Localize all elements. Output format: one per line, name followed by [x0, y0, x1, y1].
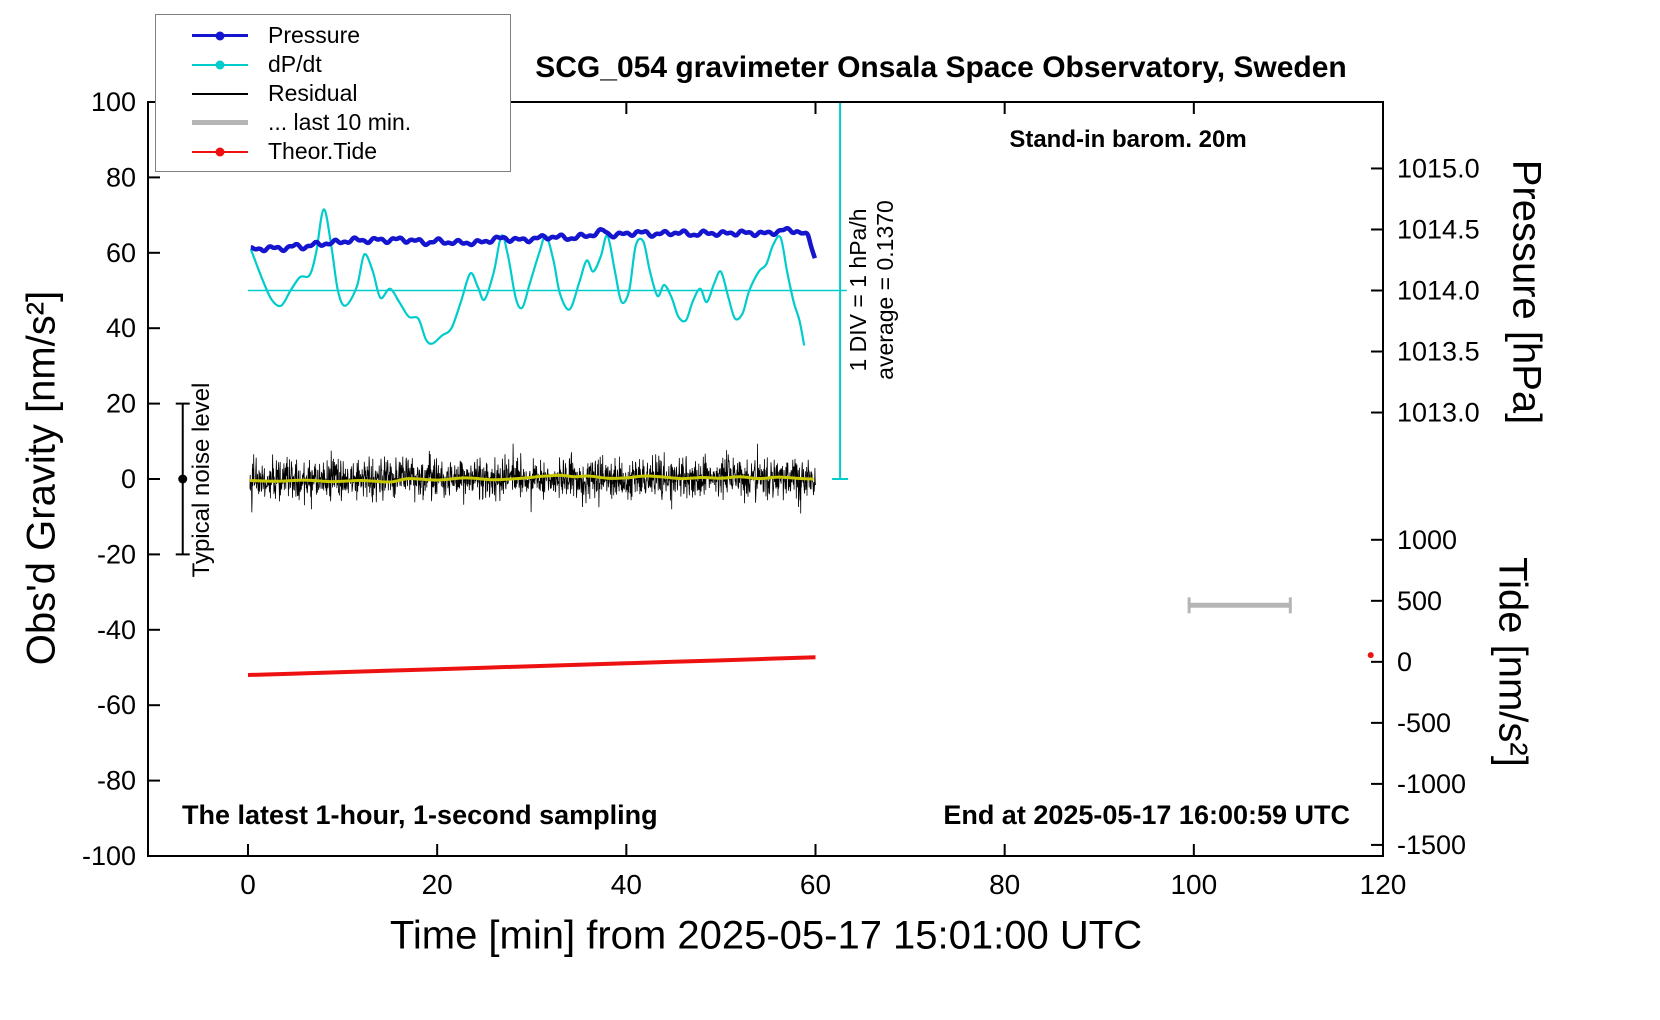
gravity-tick-label: 100 [91, 87, 136, 117]
legend-swatch-theor-tide [192, 147, 248, 156]
axis-tick-labels: 0 20 40 60 80 100 120 100 80 60 40 20 0 -20 -40 -60 -80 -… [82, 87, 1480, 900]
tide-tick-label: -1500 [1397, 830, 1466, 860]
gravity-tick-label: 60 [106, 238, 136, 268]
div-scale-note-line1: 1 DIV = 1 hPa/h [845, 208, 871, 372]
legend-swatch-dp-dt [192, 60, 248, 69]
pressure-series-line [249, 225, 818, 259]
x-tick-label: 20 [422, 869, 453, 900]
x-tick-label: 80 [989, 869, 1020, 900]
gravity-tick-label: 80 [106, 162, 136, 192]
gravity-tick-label: 20 [106, 389, 136, 419]
pressure-tick-label: 1015.0 [1397, 153, 1480, 183]
legend-line-sample [192, 92, 248, 95]
end-time-note: End at 2025-05-17 16:00:59 UTC [943, 800, 1350, 830]
latest-tide-point [1367, 652, 1374, 659]
legend-item-pressure: Pressure [156, 21, 510, 50]
tide-tick-label: 500 [1397, 586, 1442, 616]
plot-frame [147, 101, 1384, 857]
legend-swatch-pressure [192, 31, 248, 40]
x-tick-label: 0 [240, 869, 256, 900]
gravity-tick-label: -100 [82, 841, 136, 871]
gravity-tick-label: -20 [97, 539, 136, 569]
legend-item-dp-dt: dP/dt [156, 50, 510, 79]
noise-level-dot [178, 474, 188, 484]
legend-item-theor-tide: Theor.Tide [156, 137, 510, 166]
legend-label: Residual [268, 80, 358, 106]
x-tick-label: 120 [1360, 869, 1407, 900]
legend-label: Theor.Tide [268, 138, 378, 164]
legend-dot-sample [215, 60, 225, 69]
legend-item-last-10-min: ... last 10 min. [156, 108, 510, 137]
legend: Pressure dP/dt Residual ... last 10 min. The… [155, 14, 511, 172]
tide-tick-label: -500 [1397, 708, 1451, 738]
legend-swatch-residual [192, 92, 248, 95]
div-scale-note: 1 DIV = 1 hPa/h average = 0.1370 [845, 200, 899, 380]
tide-tick-label: 1000 [1397, 525, 1457, 555]
chart-title: SCG_054 gravimeter Onsala Space Observat… [535, 51, 1347, 84]
y-axis-label-gravity: Obs'd Gravity [nm/s²] [19, 290, 64, 666]
gravity-tick-label: -60 [97, 690, 136, 720]
legend-line-sample [192, 120, 248, 125]
legend-item-residual: Residual [156, 79, 510, 108]
gravity-tick-label: 0 [121, 464, 136, 494]
legend-label: dP/dt [268, 51, 322, 77]
gravity-tick-label: -40 [97, 615, 136, 645]
pressure-tick-label: 1014.5 [1397, 214, 1480, 244]
y-axis-label-pressure: Pressure [hPa] [1504, 159, 1549, 425]
sampling-note: The latest 1-hour, 1-second sampling [182, 800, 658, 830]
residual-smooth-line [249, 473, 814, 484]
x-tick-label: 40 [611, 869, 642, 900]
legend-dot-sample [215, 147, 225, 156]
legend-dot-sample [215, 31, 225, 40]
tide-tick-label: 0 [1397, 647, 1412, 677]
y-axis-label-tide: Tide [nm/s²] [1490, 557, 1535, 767]
pressure-tick-label: 1013.0 [1397, 398, 1480, 428]
x-tick-label: 100 [1170, 869, 1217, 900]
residual-series-line [249, 443, 816, 514]
tide-tick-label: -1000 [1397, 769, 1466, 799]
dpdt-series-line [249, 208, 806, 346]
legend-swatch-last-10-min [192, 120, 248, 125]
legend-label: Pressure [268, 22, 361, 48]
legend-label: ... last 10 min. [268, 109, 412, 135]
gravity-tick-label: 40 [106, 313, 136, 343]
pressure-tick-label: 1014.0 [1397, 276, 1480, 306]
div-scale-note-line2: average = 0.1370 [872, 200, 898, 380]
barometer-note: Stand-in barom. 20m [1009, 126, 1247, 153]
gravity-tick-label: -80 [97, 766, 136, 796]
noise-level-label: Typical noise level [188, 382, 215, 578]
x-axis-label: Time [min] from 2025-05-17 15:01:00 UTC [389, 913, 1143, 958]
pressure-tick-label: 1013.5 [1397, 337, 1480, 367]
x-tick-label: 60 [800, 869, 831, 900]
tide-series-line [247, 655, 816, 677]
